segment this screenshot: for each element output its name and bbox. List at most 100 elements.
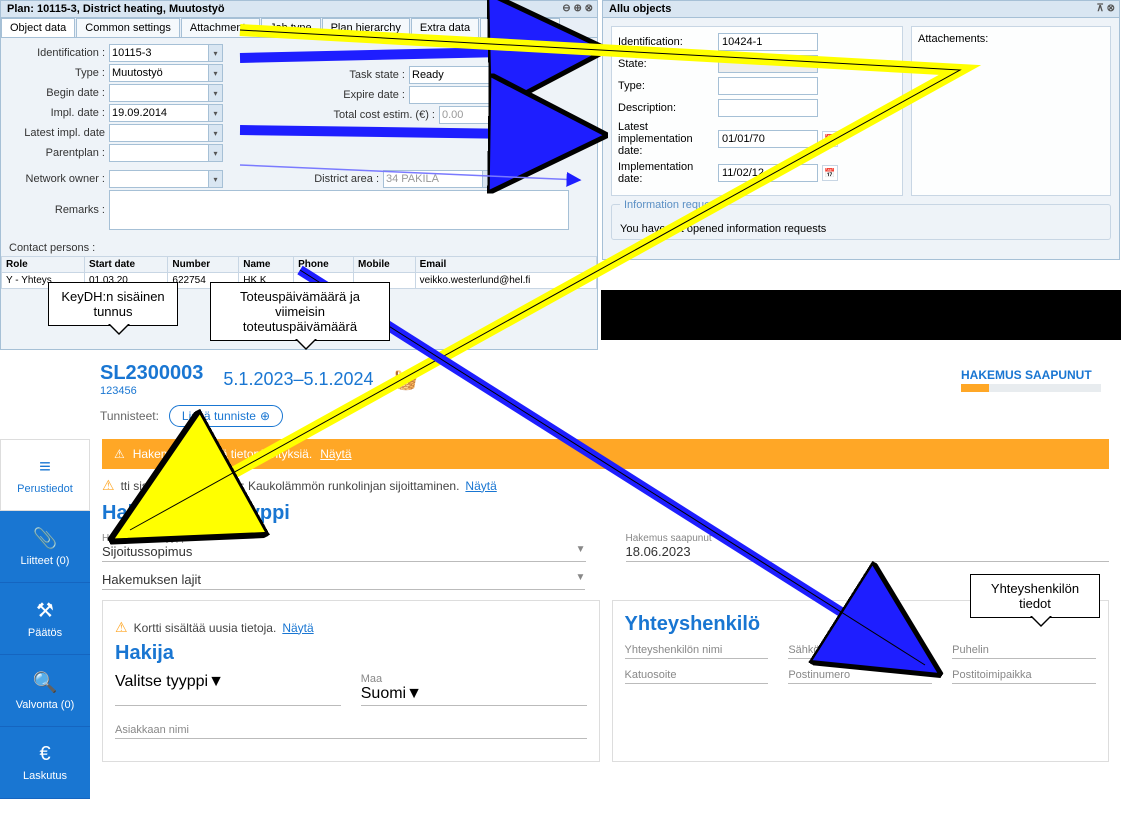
cost-input[interactable]: [439, 106, 509, 124]
card-info-link[interactable]: Näytä: [282, 621, 313, 635]
identification-input[interactable]: [109, 44, 209, 62]
side-tab-paatos[interactable]: ⚒Päätös: [0, 583, 90, 655]
card-hakija: ⚠Kortti sisältää uusia tietoja. Näytä Ha…: [102, 600, 600, 762]
list-icon: ≡: [39, 456, 51, 479]
calendar-icon[interactable]: 📅: [822, 131, 838, 147]
callout-toteuspaivamaara: Toteuspäivämäärä ja viimeisin toteutuspä…: [210, 282, 390, 341]
allu-latest-input[interactable]: [718, 130, 818, 148]
add-tag-button[interactable]: Lisää tunniste ⊕: [169, 405, 283, 427]
allu-state-input[interactable]: [718, 55, 818, 73]
side-tab-valvonta[interactable]: 🔍 Valvonta (0): [0, 655, 90, 727]
content-area: ⚠ Hakemus sisältää tietopäivityksiä. Näy…: [90, 439, 1121, 799]
begin-dd[interactable]: ▾: [209, 84, 223, 102]
task-input[interactable]: [409, 66, 509, 84]
field-hakemuksen-tyyppi[interactable]: Hakemuksen tyyppi Sijoitussopimus▼: [102, 533, 586, 562]
expire-dd[interactable]: ▾: [509, 86, 523, 104]
parent-input[interactable]: [109, 144, 209, 162]
allu-impl-label: Implementation date:: [618, 161, 718, 185]
field-label: Yhteyshenkilön nimi: [625, 644, 769, 656]
banner-link[interactable]: Näytä: [320, 447, 351, 461]
application-sub: 123456: [100, 385, 203, 397]
remarks-label: Remarks :: [9, 204, 109, 216]
task-dd[interactable]: ▾: [509, 66, 523, 84]
type-label: Type :: [9, 67, 109, 79]
th-number: Number: [168, 257, 239, 273]
field-maa[interactable]: MaaSuomi▼: [361, 673, 587, 706]
info-text: tti sisältää uusia tietoja: Kaukolämmön …: [121, 479, 460, 493]
chevron-down-icon: ▼: [576, 544, 586, 559]
side-tab-label: Perustiedot: [17, 483, 73, 495]
allu-impl-input[interactable]: [718, 164, 818, 182]
field-label: Asiakkaan nimi: [115, 724, 587, 736]
field-postitoimipaikka[interactable]: Postitoimipaikka: [952, 669, 1096, 684]
side-tab-perustiedot[interactable]: ≡ Perustiedot: [0, 439, 90, 511]
tab-plan-hierarchy[interactable]: Plan hierarchy: [322, 18, 410, 37]
type-input[interactable]: [109, 64, 209, 82]
network-dd[interactable]: ▾: [209, 170, 223, 188]
identification-dd[interactable]: ▾: [209, 44, 223, 62]
warning-icon: ⚠: [102, 477, 115, 494]
impl-dd[interactable]: ▾: [209, 104, 223, 122]
field-label: Sähköpostiosoite: [788, 644, 932, 656]
info-link[interactable]: Näytä: [465, 479, 496, 493]
tab-common-settings[interactable]: Common settings: [76, 18, 180, 37]
field-value: 18.06.2023: [626, 544, 691, 559]
info-req-title: Information requests: [620, 199, 728, 211]
begin-input[interactable]: [109, 84, 209, 102]
field-label: Postitoimipaikka: [952, 669, 1096, 681]
th-role: Role: [2, 257, 85, 273]
window-controls[interactable]: ⊖ ⊕ ⊗: [562, 3, 593, 14]
expire-input[interactable]: [409, 86, 509, 104]
latest-input[interactable]: [109, 124, 209, 142]
allu-type-input[interactable]: [718, 77, 818, 95]
basket-icon[interactable]: 🧺: [394, 367, 419, 392]
tab-attachments[interactable]: Attachments: [181, 18, 260, 37]
search-icon: 🔍: [33, 670, 58, 695]
gavel-icon: ⚒: [36, 598, 54, 623]
field-puhelin[interactable]: Puhelin: [952, 644, 1096, 659]
impl-input[interactable]: [109, 104, 209, 122]
lower-panel: SL2300003 123456 5.1.2023–5.1.2024 🧺 HAK…: [0, 350, 1121, 834]
latest-label: Latest impl. date: [9, 127, 109, 139]
progress-bar: [961, 384, 1101, 392]
allu-desc-input[interactable]: [718, 99, 818, 117]
latest-dd[interactable]: ▾: [209, 124, 223, 142]
allu-form: Identification: State: Type: Description…: [611, 26, 903, 196]
parent-label: Parentplan :: [9, 147, 109, 159]
tab-job-type[interactable]: Job type: [261, 18, 321, 37]
euro-icon: €: [39, 743, 50, 766]
side-tab-label: Valvonta (0): [16, 699, 75, 711]
chevron-down-icon: ▼: [575, 572, 585, 587]
section-hakija: Hakija: [115, 642, 587, 665]
tab-project-wise[interactable]: Project Wise: [480, 18, 560, 37]
callout-yhteyshenkilo: Yhteyshenkilön tiedot: [970, 574, 1100, 618]
field-postinumero[interactable]: Postinumero: [788, 669, 932, 684]
field-katuosoite[interactable]: Katuosoite: [625, 669, 769, 684]
district-input[interactable]: [383, 170, 483, 188]
tab-extra-data[interactable]: Extra data: [411, 18, 479, 37]
allu-type-label: Type:: [618, 80, 718, 92]
plan-title-bar: Plan: 10115-3, District heating, Muutost…: [1, 1, 597, 18]
district-dd[interactable]: ▾: [483, 170, 497, 188]
allu-title: Allu objects: [609, 3, 671, 15]
tab-object-data[interactable]: Object data: [1, 18, 75, 37]
allu-state-label: State:: [618, 58, 718, 70]
field-sahkoposti[interactable]: Sähköpostiosoite: [788, 644, 932, 659]
calendar-icon[interactable]: 📅: [822, 165, 838, 181]
allu-window-controls[interactable]: ⊼ ⊗: [1097, 3, 1115, 14]
remarks-textarea[interactable]: [109, 190, 569, 230]
type-dd[interactable]: ▾: [209, 64, 223, 82]
th-mobile: Mobile: [354, 257, 416, 273]
banner-text: Hakemus sisältää tietopäivityksiä.: [133, 447, 312, 461]
field-yhteys-nimi[interactable]: Yhteyshenkilön nimi: [625, 644, 769, 659]
field-asiakkaan-nimi[interactable]: Asiakkaan nimi: [115, 724, 587, 739]
network-input[interactable]: [109, 170, 209, 188]
side-tab-laskutus[interactable]: € Laskutus: [0, 727, 90, 799]
side-tab-label: Laskutus: [23, 770, 67, 782]
side-tab-liitteet[interactable]: 📎Liitteet (0): [0, 511, 90, 583]
field-valitse-tyyppi[interactable]: Valitse tyyppi▼: [115, 673, 341, 706]
field-lajit[interactable]: Hakemuksen lajit▼: [102, 572, 585, 590]
allu-title-bar: Allu objects ⊼ ⊗: [603, 1, 1119, 18]
allu-id-input[interactable]: [718, 33, 818, 51]
parent-dd[interactable]: ▾: [209, 144, 223, 162]
